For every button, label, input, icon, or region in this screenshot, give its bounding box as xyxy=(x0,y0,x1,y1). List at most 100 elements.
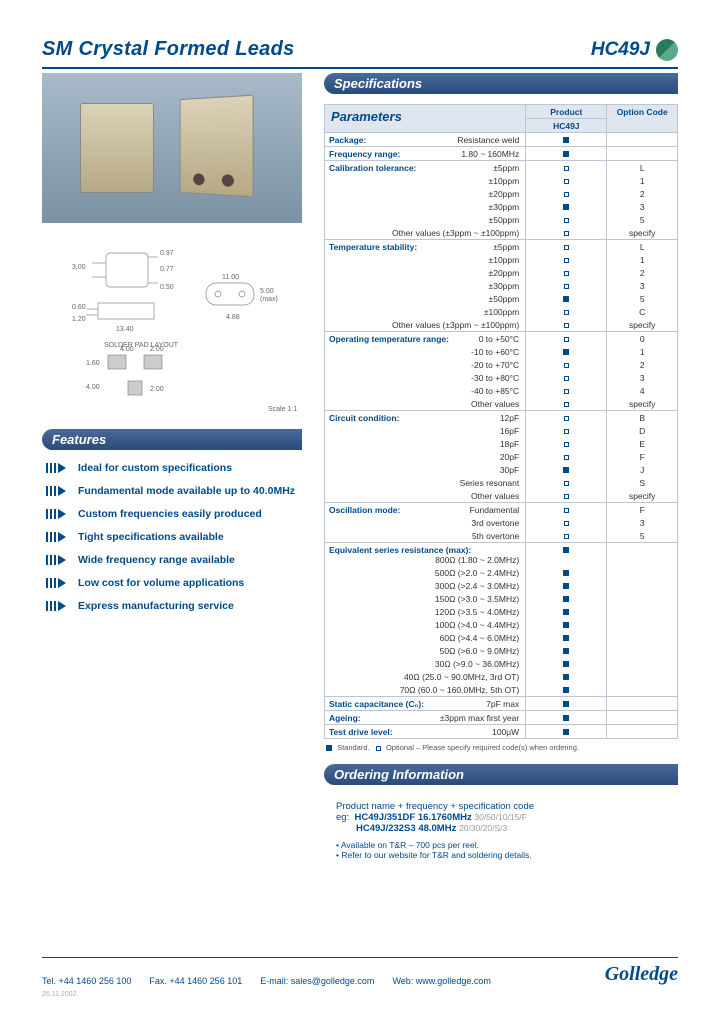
spec-row: 5th overtone5 xyxy=(325,529,678,543)
spec-row: Test drive level: 100µW xyxy=(325,725,678,739)
features-list: Ideal for custom specifications Fundament… xyxy=(42,460,302,612)
feature-item: Wide frequency range available xyxy=(46,554,302,566)
spec-row: ±20ppm2 xyxy=(325,266,678,279)
technical-drawing: 3.00 0.970.770.50 0.601.20 13.40 11.00 5… xyxy=(42,239,302,417)
spec-row: 20pFF xyxy=(325,450,678,463)
spec-row: 500Ω (>2.0 ~ 2.4MHz) xyxy=(325,566,678,579)
spec-row: Frequency range: 1.80 ~ 160MHz xyxy=(325,147,678,161)
spec-row: 16pFD xyxy=(325,424,678,437)
spec-row: Static capacitance (C₀): 7pF max xyxy=(325,697,678,711)
spec-row: ±10ppm1 xyxy=(325,253,678,266)
spec-row: 40Ω (25.0 ~ 90.0MHz, 3rd OT) xyxy=(325,670,678,683)
spec-row: Circuit condition: 12pFB xyxy=(325,411,678,425)
spec-row: Package: Resistance weld xyxy=(325,133,678,147)
svg-text:1.60: 1.60 xyxy=(86,360,100,367)
arrow-icon xyxy=(46,463,70,473)
standard-icon xyxy=(563,674,569,680)
standard-icon xyxy=(563,547,569,553)
arrow-icon xyxy=(46,509,70,519)
feature-item: Fundamental mode available up to 40.0MHz xyxy=(46,485,302,497)
spec-row: -30 to +80°C3 xyxy=(325,371,678,384)
spec-row: Other values (±3ppm ~ ±100ppm)specify xyxy=(325,226,678,240)
spec-row: -10 to +60°C1 xyxy=(325,345,678,358)
part-number: HC49J xyxy=(591,39,678,61)
optional-icon xyxy=(564,284,569,289)
optional-icon xyxy=(564,521,569,526)
feature-text: Express manufacturing service xyxy=(78,600,234,612)
optional-icon xyxy=(564,218,569,223)
standard-icon xyxy=(563,729,569,735)
svg-text:0.50: 0.50 xyxy=(160,284,174,291)
spec-row: ±30ppm3 xyxy=(325,279,678,292)
svg-text:0.60: 0.60 xyxy=(72,304,86,311)
optional-icon xyxy=(564,416,569,421)
spec-row: 50Ω (>6.0 ~ 9.0MHz) xyxy=(325,644,678,657)
spec-row: 150Ω (>3.0 ~ 3.5MHz) xyxy=(325,592,678,605)
page-header: SM Crystal Formed Leads HC49J xyxy=(42,38,678,61)
feature-item: Express manufacturing service xyxy=(46,600,302,612)
feature-item: Ideal for custom specifications xyxy=(46,462,302,474)
feature-item: Tight specifications available xyxy=(46,531,302,543)
optional-icon xyxy=(564,481,569,486)
col-parameters: Parameters xyxy=(325,105,526,133)
standard-icon xyxy=(563,296,569,302)
spec-row: ±30ppm3 xyxy=(325,200,678,213)
ordering-info: Product name + frequency + specification… xyxy=(324,795,678,864)
col-product: Product xyxy=(526,105,607,119)
spec-row: Calibration tolerance: ±5ppmL xyxy=(325,161,678,175)
specs-footnote: Standard. Optional – Please specify requ… xyxy=(326,743,678,752)
spec-row: Temperature stability: ±5ppmL xyxy=(325,240,678,254)
arrow-icon xyxy=(46,601,70,611)
solder-pad-label: SOLDER PAD LAYOUT xyxy=(104,342,179,349)
spec-row: Other valuesspecify xyxy=(325,397,678,411)
standard-icon xyxy=(563,687,569,693)
standard-icon xyxy=(563,661,569,667)
svg-text:1.20: 1.20 xyxy=(72,316,86,323)
svg-text:3.00: 3.00 xyxy=(72,264,86,271)
standard-icon xyxy=(563,151,569,157)
optional-icon xyxy=(564,455,569,460)
page-title: SM Crystal Formed Leads xyxy=(42,38,295,61)
spec-row: 120Ω (>3.5 ~ 4.0MHz) xyxy=(325,605,678,618)
standard-icon xyxy=(563,596,569,602)
standard-icon xyxy=(563,349,569,355)
spec-row: Ageing: ±3ppm max first year xyxy=(325,711,678,725)
optional-icon xyxy=(564,179,569,184)
arrow-icon xyxy=(46,486,70,496)
feature-text: Fundamental mode available up to 40.0MHz xyxy=(78,485,295,497)
svg-text:2.00: 2.00 xyxy=(150,386,164,393)
spec-row: Series resonantS xyxy=(325,476,678,489)
svg-text:5.00: 5.00 xyxy=(260,288,274,295)
spec-row: 300Ω (>2.4 ~ 3.0MHz) xyxy=(325,579,678,592)
optional-icon xyxy=(564,363,569,368)
spec-row: Equivalent series resistance (max): 800Ω… xyxy=(325,543,678,567)
svg-text:(max): (max) xyxy=(260,296,278,303)
spec-row: ±20ppm2 xyxy=(325,187,678,200)
optional-icon xyxy=(564,402,569,407)
spec-row: 60Ω (>4.4 ~ 6.0MHz) xyxy=(325,631,678,644)
optional-icon xyxy=(564,337,569,342)
svg-text:4.88: 4.88 xyxy=(226,314,240,321)
spec-row: Oscillation mode: FundamentalF xyxy=(325,503,678,517)
spec-row: 3rd overtone3 xyxy=(325,516,678,529)
optional-icon xyxy=(564,429,569,434)
standard-icon xyxy=(563,635,569,641)
spec-row: Other values (±3ppm ~ ±100ppm)specify xyxy=(325,318,678,332)
specs-heading: Specifications xyxy=(324,73,678,94)
spec-row: 18pFE xyxy=(325,437,678,450)
spec-row: Operating temperature range: 0 to +50°C0 xyxy=(325,332,678,346)
standard-icon xyxy=(563,570,569,576)
spec-row: ±50ppm5 xyxy=(325,213,678,226)
optional-icon xyxy=(564,389,569,394)
spec-row: 100Ω (>4.0 ~ 4.4MHz) xyxy=(325,618,678,631)
optional-icon xyxy=(564,442,569,447)
svg-text:13.40: 13.40 xyxy=(116,326,134,333)
spec-row: -20 to +70°C2 xyxy=(325,358,678,371)
optional-icon xyxy=(564,508,569,513)
arrow-icon xyxy=(46,555,70,565)
optional-icon xyxy=(564,258,569,263)
divider xyxy=(42,67,678,69)
optional-icon xyxy=(564,245,569,250)
page-footer: Tel. +44 1460 256 100 Fax. +44 1460 256 … xyxy=(42,957,678,986)
standard-icon xyxy=(563,204,569,210)
